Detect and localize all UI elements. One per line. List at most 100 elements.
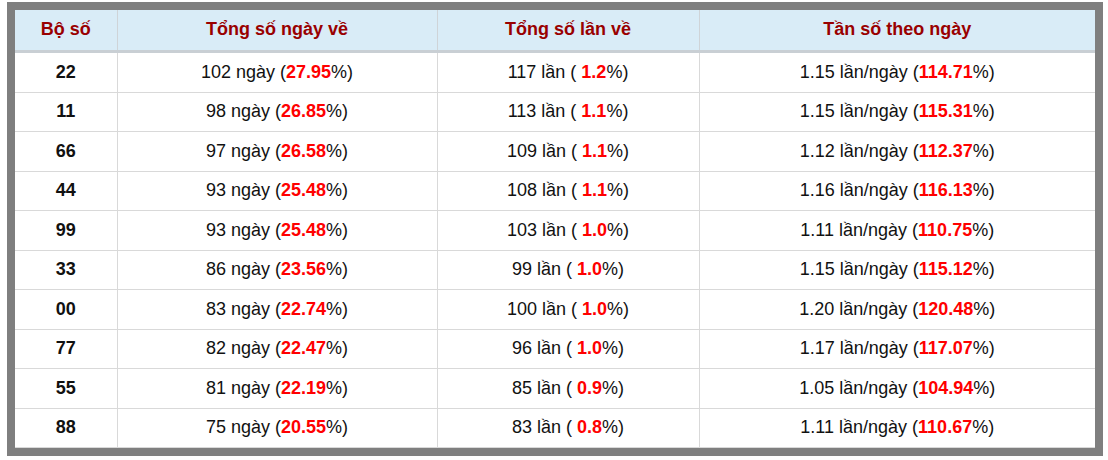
times-text-close: %) xyxy=(602,378,624,398)
times-percent: 1.0 xyxy=(582,299,607,319)
frequency-percent: 116.13 xyxy=(919,180,973,200)
lottery-pair-statistics-table: Bộ số Tổng số ngày về Tổng số lần về Tần… xyxy=(15,10,1095,448)
days-text: 93 ngày ( xyxy=(206,220,281,240)
times-text: 99 lần ( xyxy=(512,259,577,279)
times-text: 109 lần ( xyxy=(507,141,582,161)
cell-total-times: 85 lần ( 0.9%) xyxy=(437,369,699,408)
frequency-percent: 104.94 xyxy=(918,378,973,398)
days-percent: 26.85 xyxy=(281,101,326,121)
header-row: Bộ số Tổng số ngày về Tổng số lần về Tần… xyxy=(15,10,1095,51)
days-text: 83 ngày ( xyxy=(206,299,281,319)
table-row: 88 75 ngày (20.55%) 83 lần ( 0.8%) 1.11 … xyxy=(15,408,1095,448)
cell-total-days: 97 ngày (26.58%) xyxy=(117,132,437,171)
days-text: 82 ngày ( xyxy=(206,338,281,358)
times-text-close: %) xyxy=(606,62,628,82)
frequency-percent: 112.37 xyxy=(919,141,973,161)
days-text: 102 ngày ( xyxy=(201,62,286,82)
cell-total-days: 81 ngày (22.19%) xyxy=(117,369,437,408)
times-percent: 0.8 xyxy=(577,417,602,437)
frequency-text: 1.16 lần/ngày ( xyxy=(800,180,919,200)
frequency-percent: 115.12 xyxy=(919,259,973,279)
days-percent: 23.56 xyxy=(281,259,326,279)
cell-total-times: 117 lần ( 1.2%) xyxy=(437,51,699,92)
cell-frequency: 1.05 lần/ngày (104.94%) xyxy=(699,369,1095,408)
table-row: 22 102 ngày (27.95%) 117 lần ( 1.2%) 1.1… xyxy=(15,51,1095,92)
days-text: 98 ngày ( xyxy=(206,101,281,121)
times-text: 108 lần ( xyxy=(507,180,582,200)
days-text: 93 ngày ( xyxy=(206,180,281,200)
cell-frequency: 1.20 lần/ngày (120.48%) xyxy=(699,290,1095,329)
days-percent: 22.19 xyxy=(281,378,326,398)
cell-total-times: 113 lần ( 1.1%) xyxy=(437,92,699,131)
frequency-text-close: %) xyxy=(972,417,994,437)
frequency-text-close: %) xyxy=(973,62,995,82)
cell-total-days: 75 ngày (20.55%) xyxy=(117,408,437,448)
frequency-text-close: %) xyxy=(973,299,995,319)
frequency-text: 1.11 lần/ngày ( xyxy=(800,220,918,240)
cell-total-times: 108 lần ( 1.1%) xyxy=(437,171,699,210)
cell-pair-number: 88 xyxy=(15,408,117,448)
times-percent: 1.1 xyxy=(582,141,607,161)
days-text-close: %) xyxy=(326,141,348,161)
times-text-close: %) xyxy=(607,299,629,319)
cell-frequency: 1.15 lần/ngày (115.31%) xyxy=(699,92,1095,131)
cell-pair-number: 66 xyxy=(15,132,117,171)
frequency-percent: 110.75 xyxy=(918,220,972,240)
frequency-text: 1.15 lần/ngày ( xyxy=(800,62,919,82)
cell-total-days: 102 ngày (27.95%) xyxy=(117,51,437,92)
times-text-close: %) xyxy=(602,338,624,358)
times-percent: 1.1 xyxy=(582,180,607,200)
cell-total-days: 93 ngày (25.48%) xyxy=(117,211,437,250)
frequency-text-close: %) xyxy=(973,101,995,121)
days-text-close: %) xyxy=(331,62,353,82)
cell-pair-number: 55 xyxy=(15,369,117,408)
days-text: 81 ngày ( xyxy=(206,378,281,398)
frequency-text: 1.15 lần/ngày ( xyxy=(800,259,919,279)
days-text-close: %) xyxy=(326,338,348,358)
cell-total-times: 103 lần ( 1.0%) xyxy=(437,211,699,250)
times-text: 113 lần ( xyxy=(508,101,582,121)
cell-frequency: 1.15 lần/ngày (114.71%) xyxy=(699,51,1095,92)
table-row: 55 81 ngày (22.19%) 85 lần ( 0.9%) 1.05 … xyxy=(15,369,1095,408)
cell-frequency: 1.17 lần/ngày (117.07%) xyxy=(699,329,1095,368)
days-text-close: %) xyxy=(326,259,348,279)
table-frame: Bộ số Tổng số ngày về Tổng số lần về Tần… xyxy=(7,2,1103,456)
frequency-percent: 115.31 xyxy=(919,101,973,121)
times-text-close: %) xyxy=(607,220,629,240)
times-percent: 1.1 xyxy=(581,101,606,121)
table-row: 99 93 ngày (25.48%) 103 lần ( 1.0%) 1.11… xyxy=(15,211,1095,250)
days-text: 86 ngày ( xyxy=(206,259,281,279)
frequency-percent: 120.48 xyxy=(918,299,973,319)
frequency-percent: 114.71 xyxy=(919,62,973,82)
cell-total-days: 86 ngày (23.56%) xyxy=(117,250,437,289)
table-row: 44 93 ngày (25.48%) 108 lần ( 1.1%) 1.16… xyxy=(15,171,1095,210)
cell-total-times: 99 lần ( 1.0%) xyxy=(437,250,699,289)
days-percent: 20.55 xyxy=(281,417,326,437)
times-text-close: %) xyxy=(602,417,624,437)
cell-frequency: 1.11 lần/ngày (110.67%) xyxy=(699,408,1095,448)
column-header-total-times: Tổng số lần về xyxy=(437,10,699,51)
frequency-text-close: %) xyxy=(972,220,994,240)
cell-total-times: 100 lần ( 1.0%) xyxy=(437,290,699,329)
days-text-close: %) xyxy=(326,417,348,437)
frequency-text-close: %) xyxy=(973,378,995,398)
cell-frequency: 1.15 lần/ngày (115.12%) xyxy=(699,250,1095,289)
days-percent: 25.48 xyxy=(281,180,326,200)
cell-pair-number: 77 xyxy=(15,329,117,368)
times-text: 83 lần ( xyxy=(512,417,577,437)
days-percent: 22.47 xyxy=(281,338,326,358)
days-percent: 22.74 xyxy=(281,299,326,319)
times-percent: 1.0 xyxy=(577,338,602,358)
frequency-percent: 117.07 xyxy=(919,338,973,358)
frequency-text: 1.17 lần/ngày ( xyxy=(800,338,919,358)
days-text: 75 ngày ( xyxy=(206,417,281,437)
times-percent: 1.0 xyxy=(582,220,607,240)
cell-pair-number: 22 xyxy=(15,51,117,92)
days-percent: 27.95 xyxy=(286,62,331,82)
days-percent: 25.48 xyxy=(281,220,326,240)
times-text: 103 lần ( xyxy=(507,220,582,240)
times-text-close: %) xyxy=(607,141,629,161)
table-row: 00 83 ngày (22.74%) 100 lần ( 1.0%) 1.20… xyxy=(15,290,1095,329)
frequency-text: 1.20 lần/ngày ( xyxy=(799,299,918,319)
frequency-text-close: %) xyxy=(973,141,995,161)
